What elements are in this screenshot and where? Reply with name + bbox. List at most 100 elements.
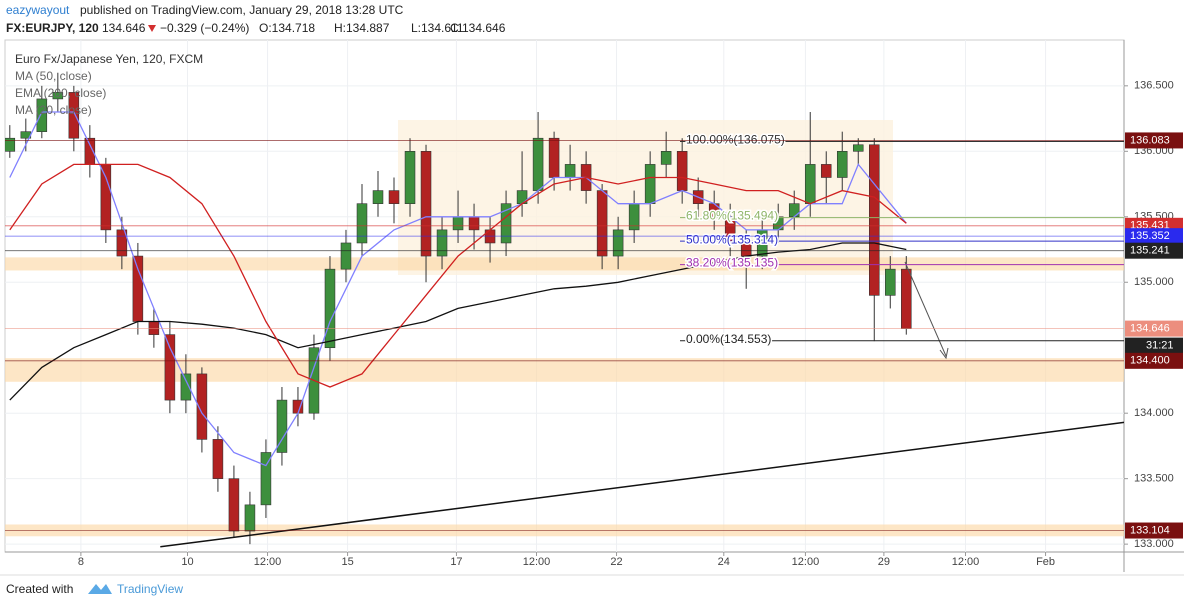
x-tick-label: 15	[341, 556, 353, 568]
ohlc-open: O:134.718	[259, 21, 315, 35]
candle-body	[196, 373, 208, 440]
candle-body	[500, 203, 512, 244]
candle-body	[260, 452, 272, 506]
x-tick-label: 12:00	[254, 556, 282, 568]
candle-body	[468, 216, 480, 231]
price-marker-label: 134.646	[1130, 323, 1170, 335]
candle-body	[276, 399, 288, 453]
x-tick-label: Feb	[1036, 556, 1055, 568]
price-marker	[1125, 132, 1183, 149]
candle-body	[820, 164, 832, 178]
candle-body	[212, 439, 224, 479]
candle-body	[548, 137, 560, 178]
price-marker-label: 135.241	[1130, 245, 1170, 257]
ohlc-close: C:134.646	[450, 21, 506, 35]
candle-body	[5, 137, 16, 152]
y-tick-label: 134.000	[1134, 407, 1174, 419]
ohlc-low: L:134.611	[411, 21, 464, 35]
candle-body	[596, 190, 608, 257]
fib-label: 100.00%(136.075)	[686, 133, 785, 147]
ohlc-high: H:134.887	[334, 21, 390, 35]
countdown-box	[1125, 337, 1183, 354]
candle-body	[869, 144, 880, 296]
brand[interactable]: TradingView	[117, 582, 183, 596]
candle-body	[452, 216, 464, 231]
legend-entry: MA (50, close)	[15, 69, 92, 83]
x-tick-label: 10	[181, 556, 193, 568]
candle-body	[148, 321, 160, 335]
candle-body	[372, 190, 384, 204]
price-marker-label: 136.083	[1130, 134, 1170, 146]
candle-body	[885, 268, 896, 296]
symbol: FX:EURJPY, 120	[6, 21, 99, 35]
candle-body	[68, 92, 80, 139]
trend-line	[160, 421, 1124, 548]
candle-body	[228, 478, 240, 532]
price-marker-label: 134.400	[1130, 355, 1170, 367]
y-tick-label: 135.000	[1134, 276, 1174, 288]
tv-logo	[88, 584, 112, 594]
x-tick-label: 22	[610, 556, 622, 568]
created-with: Created with	[6, 582, 73, 596]
published: published on TradingView.com, January 29…	[80, 3, 404, 17]
legend-entry: MA (20, close)	[15, 103, 92, 117]
chart-title: Euro Fx/Japanese Yen, 120, FXCM	[15, 52, 203, 66]
y-tick-label: 133.500	[1134, 473, 1174, 485]
x-tick-label: 12:00	[952, 556, 980, 568]
candle-body	[404, 151, 416, 204]
candle-body	[852, 144, 864, 152]
indicator-line	[9, 163, 907, 388]
candle-body	[340, 242, 352, 270]
down-arrow	[148, 25, 156, 32]
price-marker	[1125, 228, 1183, 245]
candle-body	[180, 373, 192, 401]
candle-body	[244, 504, 256, 532]
candle-body	[644, 164, 656, 204]
candle-body	[532, 137, 544, 191]
price-marker-label: 133.104	[1130, 524, 1170, 536]
candle-body	[612, 229, 624, 257]
legend-entry: EMA (200, close)	[15, 86, 106, 100]
x-tick-label: 12:00	[792, 556, 820, 568]
author[interactable]: eazywayout	[6, 3, 70, 17]
fib-label: 61.80%(135.494)	[686, 209, 778, 223]
candle-body	[436, 229, 448, 257]
x-tick-label: 24	[718, 556, 730, 568]
candle-body	[676, 151, 688, 191]
x-tick-label: 12:00	[523, 556, 551, 568]
fib-label: 38.20%(135.135)	[686, 256, 778, 270]
price-axis	[1124, 40, 1184, 552]
y-tick-label: 136.500	[1134, 80, 1174, 92]
price-marker-label: 135.352	[1130, 230, 1170, 242]
support-zone	[5, 358, 1124, 382]
candle-body	[836, 151, 848, 178]
candle-body	[788, 203, 800, 218]
price-marker	[1125, 320, 1183, 337]
candle-body	[388, 190, 400, 204]
candle-body	[164, 334, 176, 401]
support-zone	[5, 257, 1124, 271]
candle-body	[660, 151, 672, 165]
candle-body	[356, 203, 368, 244]
candle-body	[52, 92, 64, 100]
candle-body	[420, 151, 432, 257]
candle-body	[132, 255, 144, 322]
plot-area	[4, 39, 1125, 553]
x-tick-label: 29	[878, 556, 890, 568]
candle-body	[804, 164, 816, 204]
candle-body	[100, 164, 112, 231]
fib-label: 0.00%(134.553)	[686, 332, 771, 346]
change: −0.329 (−0.24%)	[160, 21, 249, 35]
y-tick-label: 133.000	[1134, 538, 1174, 550]
countdown: 31:21	[1146, 340, 1174, 352]
candle-body	[36, 98, 48, 132]
candle-body	[116, 229, 128, 257]
last-price: 134.646	[102, 21, 146, 35]
x-tick-label: 17	[450, 556, 462, 568]
price-marker	[1125, 352, 1183, 369]
price-marker	[1125, 242, 1183, 259]
price-marker	[1125, 522, 1183, 539]
fib-label: 50.00%(135.314)	[686, 232, 778, 246]
